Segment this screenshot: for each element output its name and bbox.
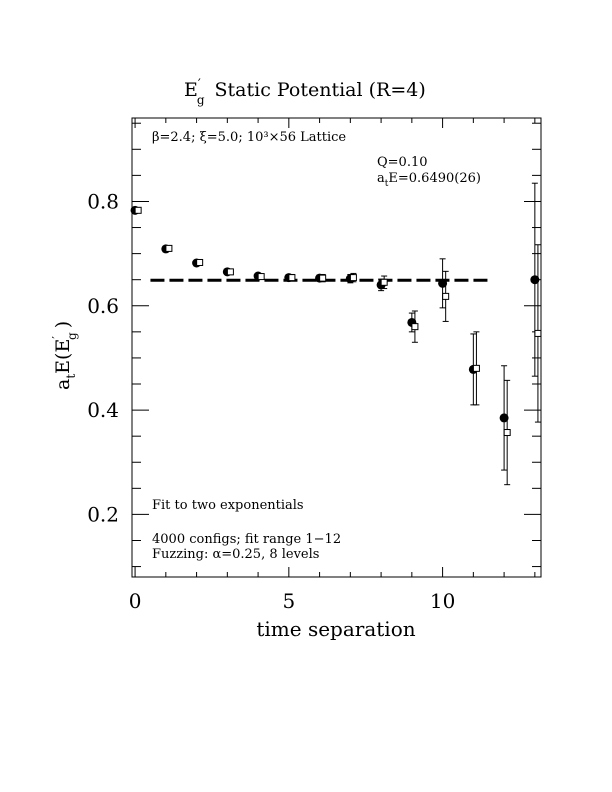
data-point-square xyxy=(165,244,173,252)
circle-marker xyxy=(438,278,448,288)
data-points xyxy=(130,182,542,486)
data-point-square xyxy=(319,273,327,283)
lattice-annotation: β=2.4; ξ=5.0; 10³×56 Lattice xyxy=(152,130,346,145)
data-point-square xyxy=(503,379,511,486)
data-point-square xyxy=(442,270,450,322)
data-point-square xyxy=(534,244,542,423)
square-marker xyxy=(411,323,419,331)
data-point-square xyxy=(472,331,480,406)
data-point-circle xyxy=(530,182,540,377)
square-marker xyxy=(165,244,173,252)
x-axis-label: time separation xyxy=(256,617,415,641)
energy-annotation: atE=0.6490(26) xyxy=(377,171,481,189)
y-tick-label: 0.2 xyxy=(87,502,119,526)
data-point-square xyxy=(257,273,265,281)
square-marker xyxy=(442,292,450,300)
square-marker xyxy=(534,329,542,337)
fit-annotation-line-2: 4000 configs; fit range 1−12 xyxy=(152,532,341,547)
square-marker xyxy=(349,274,357,282)
y-tick-label: 0.4 xyxy=(87,398,119,422)
y-tick-label: 0.8 xyxy=(87,189,119,213)
y-axis-label: atE(E′g) xyxy=(50,321,79,390)
fit-annotation-line-1: Fit to two exponentials xyxy=(152,498,304,513)
axis-tick-labels: 0 5 10 0.2 0.4 0.6 0.8 xyxy=(87,189,455,613)
data-point-circle xyxy=(499,365,509,471)
square-marker xyxy=(288,274,296,282)
x-tick-label: 0 xyxy=(129,589,142,613)
data-point-square xyxy=(226,268,234,276)
data-point-square xyxy=(288,273,296,282)
plot-frame xyxy=(131,117,542,578)
x-tick-label: 10 xyxy=(430,589,455,613)
square-marker xyxy=(134,206,142,214)
circle-marker xyxy=(499,413,509,423)
q-annotation: Q=0.10 xyxy=(377,155,428,170)
square-marker xyxy=(257,273,265,281)
square-marker xyxy=(503,429,511,437)
data-point-square xyxy=(349,272,357,283)
chart-title: E′ g Static Potential (R=4) xyxy=(184,77,426,107)
x-tick-label: 5 xyxy=(282,589,295,613)
square-marker xyxy=(380,278,388,286)
square-marker xyxy=(226,268,234,276)
data-point-square xyxy=(134,206,142,214)
data-point-square xyxy=(411,310,419,343)
data-point-square xyxy=(380,275,388,290)
y-tick-label: 0.6 xyxy=(87,294,119,318)
fit-annotation-line-3: Fuzzing: α=0.25, 8 levels xyxy=(152,547,319,562)
square-marker xyxy=(472,364,480,372)
square-marker xyxy=(319,274,327,282)
square-marker xyxy=(196,258,204,266)
circle-marker xyxy=(530,275,540,285)
data-point-square xyxy=(196,258,204,266)
